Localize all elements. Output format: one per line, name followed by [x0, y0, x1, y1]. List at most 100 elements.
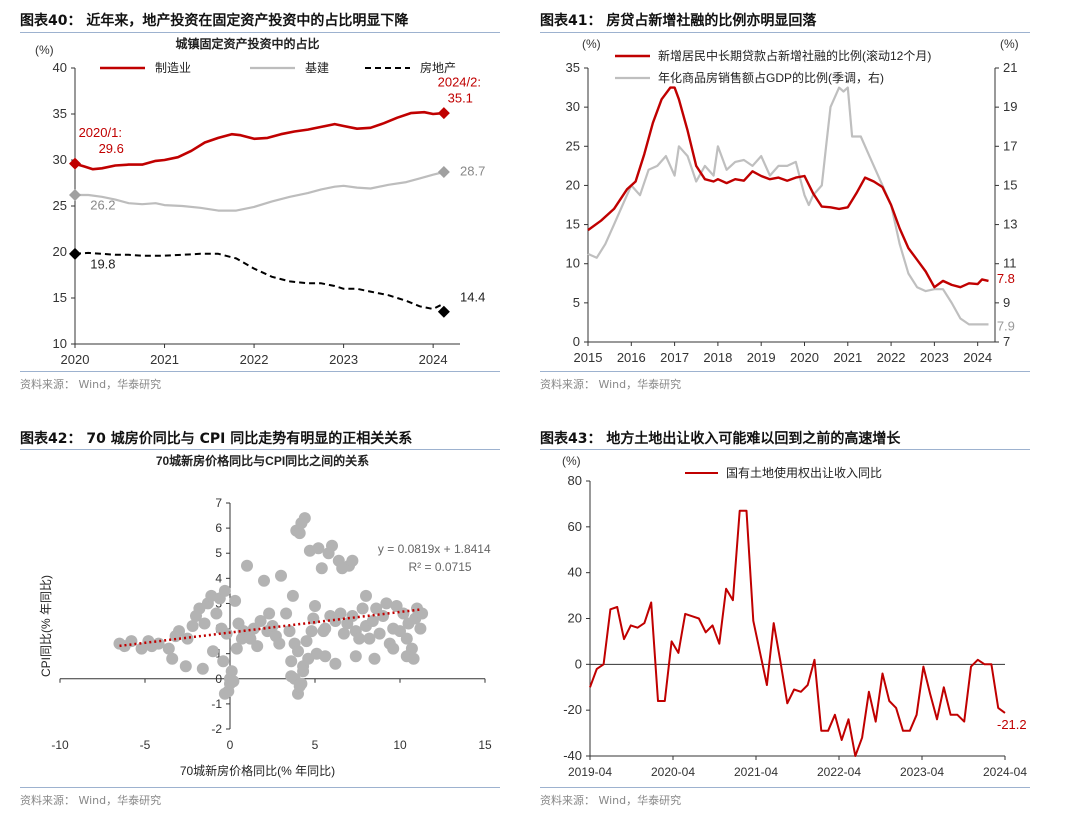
x-tick-label: 0	[227, 738, 234, 752]
scatter-point	[218, 584, 231, 597]
scatter-point	[309, 600, 321, 612]
scatter-point	[186, 620, 199, 632]
y-tick-label: -40	[563, 748, 582, 763]
panel3-source: 资料来源： Wind，华泰研究	[20, 794, 162, 807]
data-label: 28.7	[460, 164, 485, 179]
panel2-source: 资料来源： Wind，华泰研究	[540, 378, 682, 391]
scatter-point	[373, 627, 386, 640]
scatter-point	[315, 562, 328, 575]
scatter-point	[254, 615, 267, 627]
scatter-point	[263, 607, 276, 620]
x-tick-label: 2024	[963, 350, 992, 365]
x-tick-label: 2022	[240, 352, 269, 367]
y-unit-label: (%)	[562, 454, 581, 468]
scatter-point	[218, 687, 231, 700]
scatter-point	[349, 650, 362, 663]
y-tick-label: 10	[53, 336, 67, 351]
end-value-label: 7.9	[997, 318, 1015, 333]
scatter-point	[166, 652, 179, 665]
scatter-point	[181, 632, 194, 645]
scatter-point	[207, 645, 219, 658]
chart-manufacturing-infra-realestate-share: 城镇固定资产投资中的占比 (%) 10 15 20 25 30 35 40 2020 2021 202…	[35, 36, 485, 367]
scatter-point	[312, 542, 325, 555]
x-tick-label: 2020	[61, 352, 90, 367]
scatter-point	[217, 655, 230, 668]
x-tick-label: 2021-04	[734, 765, 778, 779]
panel3-title: 图表42： 70 城房价同比与 CPI 同比走势有明显的正相关关系	[20, 431, 413, 447]
y-tick-label: 40	[568, 565, 582, 580]
diamond-marker	[69, 157, 81, 170]
data-label: 26.2	[90, 198, 115, 213]
scatter-point	[225, 665, 238, 678]
y-unit-label-left: (%)	[582, 37, 601, 51]
x-tick-label: 2022-04	[817, 765, 861, 779]
scatter-point	[196, 662, 209, 675]
y-tick-label: 1	[215, 647, 222, 661]
scatter-point	[334, 607, 347, 620]
y-tick-label-right: 19	[1003, 99, 1017, 114]
legend-label-1: 年化商品房销售额占GDP的比例(季调，右)	[658, 70, 884, 85]
scatter-point	[285, 655, 298, 668]
chart-land-sale-revenue-yoy: (%) -40 -20 0 20 40 60 80 2019-04 2020-04 2021-04 2…	[562, 454, 1027, 779]
scatter-point	[337, 627, 350, 640]
scatter-point	[241, 559, 253, 572]
chart-mortgage-share-of-tsf: (%) (%) 0 5 10 15 20 25 30 35 7 9 11 13 15 17 19 21 2015 20…	[566, 37, 1019, 365]
diamond-marker	[69, 188, 81, 201]
legend-label-0: 新增居民中长期贷款占新增社融的比例(滚动12个月)	[658, 48, 931, 63]
scatter-point	[297, 665, 310, 678]
y-tick-label-right: 7	[1003, 334, 1010, 349]
scatter-point	[300, 635, 313, 648]
diamond-marker	[437, 165, 450, 178]
data-label: 2024/2:	[438, 74, 481, 89]
x-tick-label: 2020-04	[651, 765, 695, 779]
x-tick-label: 15	[478, 738, 492, 752]
legend-label: 国有土地使用权出让收入同比	[726, 465, 882, 480]
x-tick-label: 2023-04	[900, 765, 944, 779]
x-tick-label: 2023	[329, 352, 358, 367]
scatter-point	[360, 589, 372, 602]
x-tick-label: 2024	[419, 352, 448, 367]
x-tick-label: 2024-04	[983, 765, 1027, 779]
y-tick-label: 15	[53, 290, 67, 305]
y-tick-label-right: 15	[1003, 177, 1017, 192]
scatter-point	[286, 589, 299, 602]
series-line-2	[74, 251, 445, 310]
y-tick-label: 5	[573, 295, 580, 310]
x-tick-label: 2018	[703, 350, 732, 365]
y-unit-label-right: (%)	[1000, 37, 1019, 51]
x-axis-title: 70城新房价格同比(% 年同比)	[180, 763, 335, 778]
regression-equation: y = 0.0819x + 1.8414	[378, 542, 491, 556]
y-tick-label: 60	[568, 519, 582, 534]
chart-house-price-vs-cpi-scatter: 70城新房价格同比与CPI同比之间的关系-10-5051015-2-101234…	[39, 453, 492, 778]
y-tick-label: 20	[568, 611, 582, 626]
scatter-point	[307, 612, 320, 625]
y-tick-label: 0	[575, 656, 582, 671]
scatter-point	[283, 625, 296, 638]
x-tick-label: 2016	[617, 350, 646, 365]
x-tick-label: 2021	[833, 350, 862, 365]
x-tick-label: 2019	[747, 350, 776, 365]
series-line-0	[74, 110, 445, 171]
y-tick-label-right: 9	[1003, 295, 1010, 310]
scatter-point	[407, 652, 420, 665]
scatter-point	[387, 642, 400, 655]
y-tick-label: 0	[573, 334, 580, 349]
y-tick-label: 25	[566, 138, 580, 153]
scatter-point	[377, 610, 389, 622]
scatter-point	[275, 569, 287, 582]
y-tick-label: 4	[215, 571, 222, 585]
y-tick-label: 30	[53, 152, 67, 167]
x-tick-label: 2019-04	[568, 765, 612, 779]
scatter-point	[363, 632, 376, 645]
scatter-point	[353, 632, 366, 645]
x-tick-label: -10	[51, 738, 69, 752]
data-label: 35.1	[448, 90, 473, 105]
scatter-point	[162, 642, 175, 655]
scatter-point	[220, 627, 233, 640]
scatter-point	[329, 657, 342, 670]
panel2-title: 图表41： 房贷占新增社融的比例亦明显回落	[540, 13, 817, 29]
y-tick-label: 20	[566, 177, 580, 192]
scatter-point	[368, 652, 381, 665]
scatter-point	[346, 610, 359, 622]
y-unit-label: (%)	[35, 43, 54, 57]
